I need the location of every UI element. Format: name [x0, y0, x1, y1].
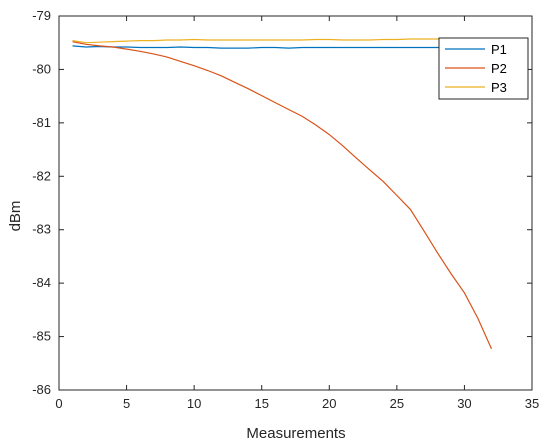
x-tick-label: 0	[55, 396, 62, 411]
y-tick-label: -85	[32, 329, 51, 344]
series-line-p1	[72, 45, 492, 49]
y-tick-label: -83	[32, 222, 51, 237]
legend-label-p2: P2	[491, 61, 507, 76]
y-tick-label: -86	[32, 382, 51, 397]
y-tick-label: -80	[32, 61, 51, 76]
legend-label-p1: P1	[491, 42, 507, 57]
legend: P1 P2 P3	[438, 37, 529, 100]
x-tick-label: 10	[187, 396, 201, 411]
x-tick-label: 35	[525, 396, 539, 411]
plot-frame	[58, 15, 533, 391]
series-line-p2	[72, 41, 493, 350]
x-axis-label: Measurements	[246, 425, 345, 442]
series-line-p3	[72, 38, 492, 44]
y-tick-label: -79	[32, 8, 51, 23]
legend-label-p3: P3	[491, 80, 507, 95]
tick-label-layer: 0 5 10 15 20 25 30 35 -79 -80 -81 -82 -83 -84 -85 -86	[32, 8, 539, 411]
x-tick-label: 5	[123, 396, 130, 411]
y-tick-label: -84	[32, 275, 51, 290]
x-tick-label: 20	[322, 396, 336, 411]
y-axis-label: dBm	[7, 201, 24, 232]
axes-layer	[58, 15, 533, 391]
x-tick-label: 15	[254, 396, 268, 411]
y-tick-label: -82	[32, 168, 51, 183]
x-tick-label: 30	[457, 396, 471, 411]
x-tick-label: 25	[390, 396, 404, 411]
y-tick-label: -81	[32, 115, 51, 130]
series-layer	[72, 38, 493, 350]
